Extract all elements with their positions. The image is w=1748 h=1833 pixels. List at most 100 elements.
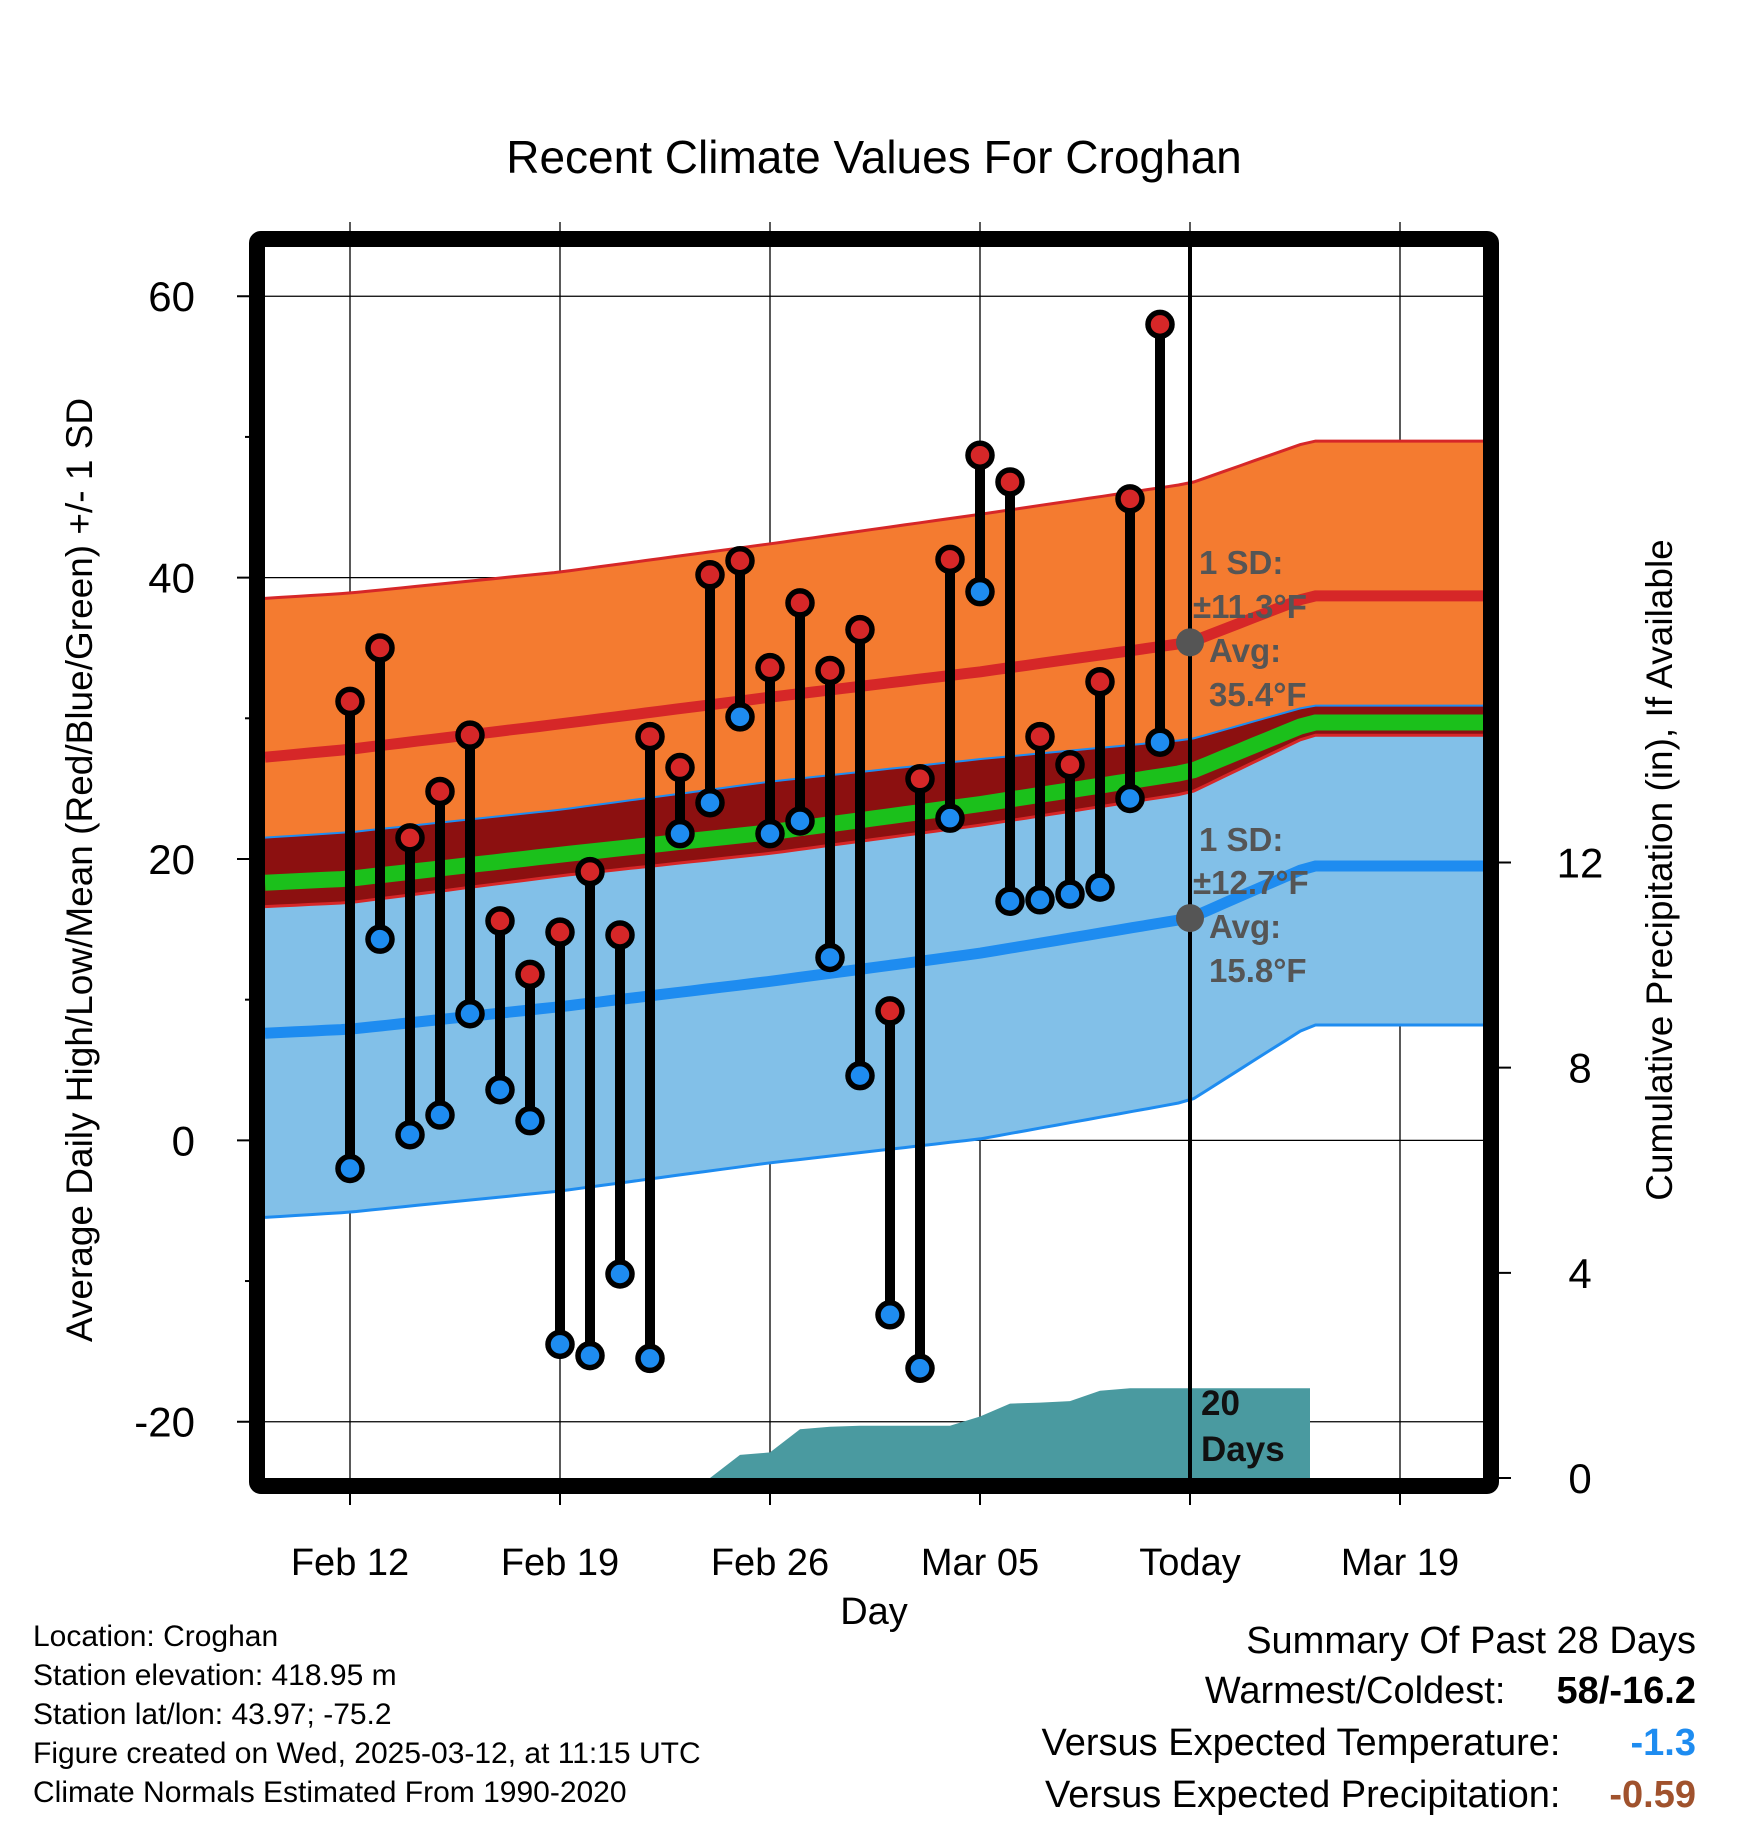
summary-precip-label: Versus Expected Precipitation: [1045,1774,1561,1816]
daily-high-point [605,920,635,950]
daily-low-point [485,1074,515,1105]
low-avg-label: Avg: [1209,908,1281,945]
daily-high-point [755,652,785,683]
daily-low-point [335,1153,365,1184]
daily-low-point [965,576,995,607]
info-created: Figure created on Wed, 2025-03-12, at 11… [33,1737,701,1770]
daily-low-point [995,886,1025,916]
y-tick-label: 0 [172,1117,195,1164]
x-axis-label: Day [840,1591,908,1633]
normal-bands-layer [264,439,1483,1219]
info-latlon: Station lat/lon: 43.97; -75.2 [33,1698,392,1731]
daily-high-point [1025,721,1055,752]
precip-days-label: Days [1201,1430,1285,1469]
daily-high-point [365,633,395,663]
x-tick-label: Feb 19 [501,1542,619,1584]
x-tick-label: Mar 19 [1341,1542,1459,1584]
precipitation-layer [710,1388,1310,1478]
cumulative-precip-area [710,1388,1310,1478]
daily-low-point [395,1119,425,1150]
daily-high-point [335,686,365,717]
daily-low-point [1055,879,1085,909]
daily-low-point [515,1105,545,1136]
y2-tick-label: 8 [1568,1045,1591,1092]
daily-low-point [785,806,815,836]
daily-high-point [785,588,815,618]
daily-low-point [755,818,785,849]
summary-warmest: Warmest/Coldest: 58/-16.2 [1205,1670,1696,1713]
daily-high-point [815,655,845,686]
daily-high-point [485,906,515,936]
daily-high-point [455,720,485,750]
y-tick-label: 40 [148,555,195,602]
y2-axis-label: Cumulative Precipitation (in), If Availa… [1639,539,1680,1201]
daily-high-point [575,856,605,887]
daily-high-point [905,764,935,794]
y-axis-label: Average Daily High/Low/Mean (Red/Blue/Gr… [59,398,100,1342]
daily-high-point [995,467,1025,497]
y2-tick-label: 4 [1568,1250,1591,1297]
daily-high-point [395,823,425,853]
daily-low-point [935,803,965,833]
high-avg-label: Avg: [1209,632,1281,669]
low-sd-label: 1 SD: [1199,821,1283,858]
summary-precip: Versus Expected Precipitation: -0.59 [1045,1774,1696,1817]
daily-low-point [1085,872,1115,902]
daily-low-point [905,1353,935,1384]
low-lower-edge [264,1023,1483,1219]
axis-ticks-layer: 60 40 20 0 -20 0 4 8 12 Feb 12 Feb 19 Feb 26 Mar 05 T… [134,273,1603,1584]
high-avg-value: 35.4°F [1209,676,1307,713]
daily-high-point [965,440,995,470]
daily-high-point [635,721,665,752]
summary-temp: Versus Expected Temperature: -1.3 [1042,1722,1696,1765]
info-normals: Climate Normals Estimated From 1990-2020 [33,1776,627,1809]
daily-low-point [455,998,485,1029]
daily-values-layer [335,247,1192,1478]
precip-days-count: 20 [1201,1384,1240,1423]
summary-temp-value: -1.3 [1630,1722,1696,1764]
summary-warmest-label: Warmest/Coldest: [1204,1670,1506,1712]
daily-high-point [935,544,965,575]
daily-low-point [605,1259,635,1289]
low-sd-value: ±12.7°F [1193,864,1309,901]
daily-low-point [875,1300,905,1330]
high-sd-value: ±11.3°F [1193,588,1307,625]
low-avg-value: 15.8°F [1209,952,1307,989]
daily-low-point [1145,727,1175,757]
daily-high-point [1115,484,1145,514]
info-location: Location: Croghan [33,1620,279,1653]
daily-low-point [665,818,695,849]
daily-low-point [815,942,845,973]
high-sd-label: 1 SD: [1199,544,1283,581]
daily-low-point [725,702,755,732]
summary-temp-label: Versus Expected Temperature: [1041,1722,1561,1764]
chart-title: Recent Climate Values For Croghan [506,131,1241,183]
daily-low-point [635,1343,665,1374]
daily-high-point [695,560,725,590]
summary-heading: Summary Of Past 28 Days [1246,1620,1696,1662]
daily-low-point [845,1060,875,1091]
today-high-avg-marker [1176,628,1204,657]
daily-low-point [425,1100,455,1130]
x-tick-label: Mar 05 [921,1542,1039,1584]
daily-low-point [575,1340,605,1371]
daily-high-point [845,614,875,645]
y-tick-label: -20 [134,1399,195,1446]
daily-low-point [545,1329,575,1360]
daily-high-point [665,752,695,783]
daily-high-point [725,545,755,576]
daily-low-point [1115,783,1145,814]
info-elevation: Station elevation: 418.95 m [33,1659,397,1692]
daily-high-point [515,959,545,990]
high-upper-edge [264,439,1483,600]
daily-low-point [1025,885,1055,915]
y-tick-label: 60 [148,273,195,320]
x-tick-label: Feb 26 [711,1542,829,1584]
daily-low-point [365,924,395,954]
summary-warmest-value: 58/-16.2 [1556,1670,1696,1712]
daily-high-point [545,917,575,947]
y-tick-label: 20 [148,836,195,883]
x-tick-label: Feb 12 [291,1542,409,1584]
